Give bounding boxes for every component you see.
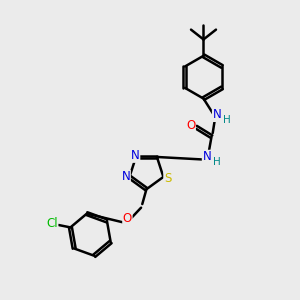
Text: N: N [212, 108, 221, 122]
Text: S: S [164, 172, 171, 185]
Text: N: N [202, 150, 211, 163]
Text: N: N [131, 149, 140, 162]
Text: N: N [122, 170, 130, 183]
Text: Cl: Cl [46, 217, 58, 230]
Text: O: O [123, 212, 132, 226]
Text: O: O [186, 119, 195, 132]
Text: H: H [213, 157, 221, 167]
Text: H: H [223, 115, 230, 125]
